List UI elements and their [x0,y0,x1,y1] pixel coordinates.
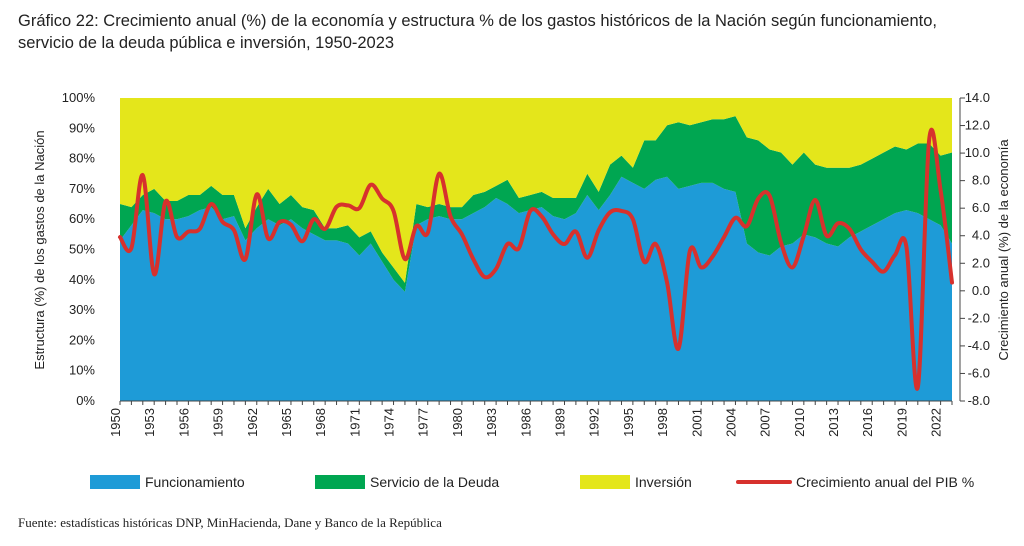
x-tick-label: 2019 [894,408,909,437]
x-tick-label: 1971 [347,408,362,437]
y-left-tick-label: 0% [76,393,95,408]
y-right-tick-label: -4.0 [968,338,990,353]
y-left-tick-label: 60% [69,211,95,226]
y-right-tick-label: 14.0 [965,90,990,105]
y-right-tick-label: 2.0 [972,255,990,270]
legend-label: Funcionamiento [145,474,245,490]
y-right-tick-label: 0.0 [972,283,990,298]
x-tick-label: 2022 [929,408,944,437]
area-layers [120,98,952,401]
pib-growth-line [118,127,954,391]
chart-title-line1: Gráfico 22: Crecimiento anual (%) de la … [18,12,937,30]
source-note: Fuente: estadísticas históricas DNP, Min… [18,515,442,530]
x-tick-label: 2001 [689,408,704,437]
legend-swatch-servicio-deuda [315,475,365,489]
chart-title-line2: servicio de la deuda pública e inversión… [18,34,395,52]
y-left-tick-label: 50% [69,242,95,257]
x-tick-label: 2016 [860,408,875,437]
area-funcionamiento [120,176,952,401]
y-left-tick-label: 10% [69,363,95,378]
y-left-tick-label: 20% [69,332,95,347]
y-right-tick-label: -8.0 [968,393,990,408]
x-tick-label: 2004 [723,408,738,437]
x-tick-label: 1956 [176,408,191,437]
x-tick-label: 2013 [826,408,841,437]
legend-label: Inversión [635,474,692,490]
y-left-tick-label: 90% [69,120,95,135]
x-tick-label: 1953 [142,408,157,437]
y-right-tick-label: -6.0 [968,365,990,380]
x-tick-label: 1989 [552,408,567,437]
x-tick-label: 2010 [792,408,807,437]
y-left-tick-label: 100% [62,90,96,105]
y-right-tick-label: 10.0 [965,145,990,160]
x-tick-label: 1995 [621,408,636,437]
legend-swatch-inversion [580,475,630,489]
x-tick-label: 1965 [279,408,294,437]
x-tick-label: 2007 [758,408,773,437]
x-tick-label: 1998 [655,408,670,437]
x-tick-label: 1950 [108,408,123,437]
y-right-tick-label: -2.0 [968,310,990,325]
y-right-axis-label: Crecimiento anual (%) de la economía [996,139,1011,361]
chart-title: Gráfico 22: Crecimiento anual (%) de la … [18,10,1008,54]
legend-swatch-funcionamiento [90,475,140,489]
legend-label: Servicio de la Deuda [370,474,499,490]
pib-line-layer [118,127,954,391]
x-tick-label: 1980 [450,408,465,437]
y-left-tick-label: 80% [69,151,95,166]
x-tick-label: 1968 [313,408,328,437]
y-right-tick-label: 8.0 [972,173,990,188]
axes-layer: 0% 10% 20% 30% 40% 50% 60% 70% 80% 90% 100% -8.0 -6.… [32,90,1011,437]
x-tick-label: 1983 [484,408,499,437]
x-tick-label: 1974 [382,408,397,437]
area-inversion [120,98,952,283]
y-left-tick-label: 30% [69,302,95,317]
y-right-tick-label: 6.0 [972,200,990,215]
legend-label: Crecimiento anual del PIB % [796,474,974,490]
y-left-tick-label: 40% [69,272,95,287]
legend-layer: Funcionamiento Servicio de la Deuda Invers… [90,474,974,490]
y-left-axis-label: Estructura (%) de los gastos de la Nació… [32,130,47,369]
y-right-tick-label: 4.0 [972,228,990,243]
x-tick-label: 1992 [587,408,602,437]
y-left-tick-label: 70% [69,181,95,196]
x-tick-label: 1977 [416,408,431,437]
x-tick-label: 1986 [518,408,533,437]
x-tick-label: 1959 [211,408,226,437]
x-tick-label: 1962 [245,408,260,437]
area-servicio-de-la-deuda [120,116,952,292]
y-right-tick-label: 12.0 [965,118,990,133]
